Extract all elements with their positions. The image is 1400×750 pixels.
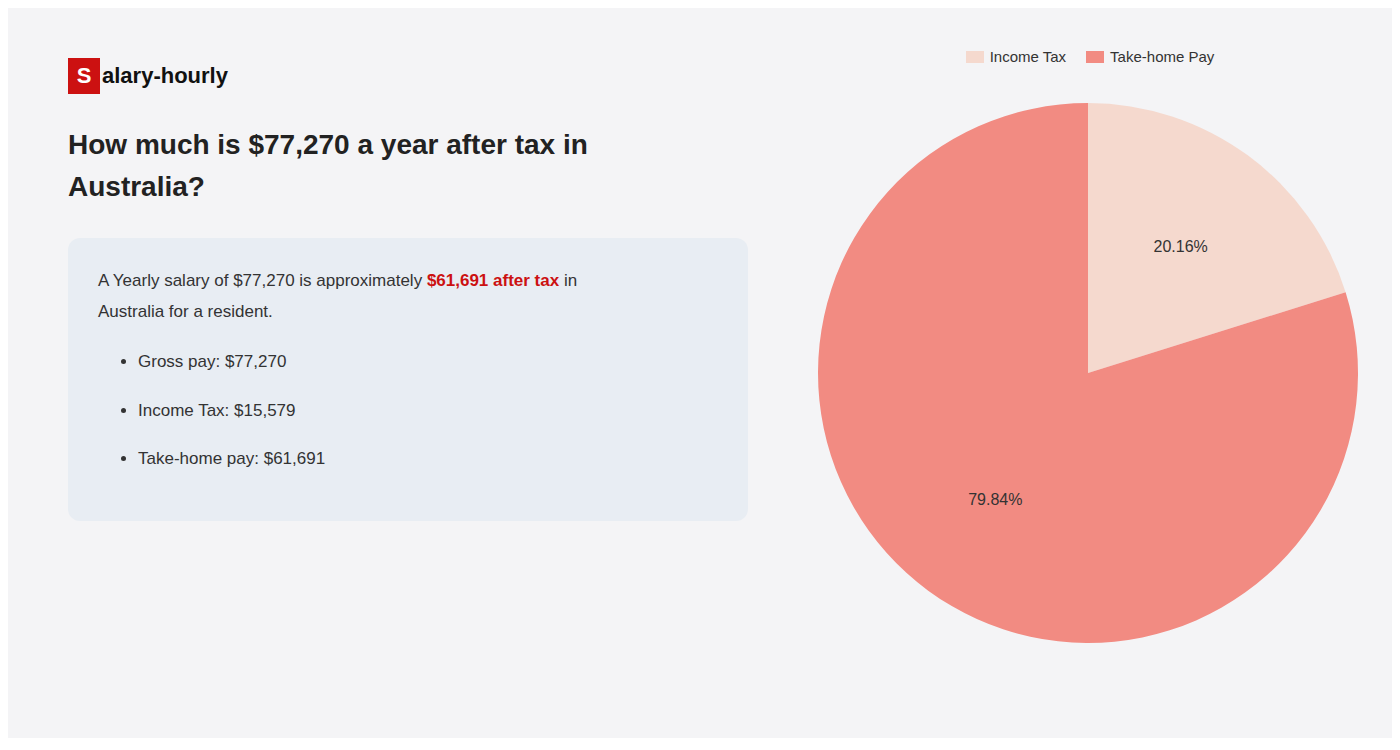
html-text:alary-hourly: alary-hourly [102,63,228,88]
html-text:Income Tax: $15,579: Income Tax: $15,579 [138,400,296,420]
html-text:Australia for a resident.: Australia for a resident. [98,301,273,321]
html-text:How much is $77,270 a year aft: How much is $77,270 a year after tax in … [68,129,588,202]
html-text:Income Tax: Income Tax [989,48,1067,65]
svg-text:20.16%: 20.16% [1154,238,1208,255]
svg-text:79.84%: 79.84% [968,491,1022,508]
html-text:Gross pay: $77,270: Gross pay: $77,270 [138,352,287,372]
html-text:S: S [76,63,92,88]
html-text:Take-home Pay: Take-home Pay [1110,48,1215,65]
html-text:Take-home pay: $61,691: Take-home pay: $61,691 [138,449,326,469]
html-text:A Yearly salary of $77,270 is: A Yearly salary of $77,270 is approximat… [98,271,578,290]
